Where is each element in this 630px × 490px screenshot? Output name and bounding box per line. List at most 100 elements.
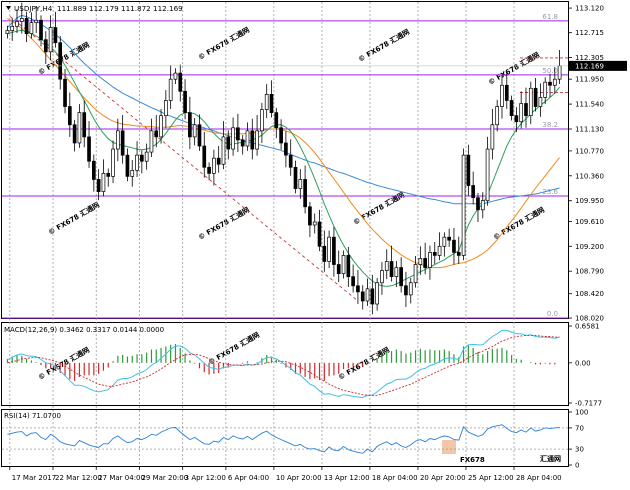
bull-candle-body <box>495 106 500 126</box>
time-tick-label: 13 Apr 12:00 <box>324 474 370 482</box>
price-tick-label: 108.790 <box>575 268 604 276</box>
bear-candle-body <box>140 154 144 162</box>
bull-candle-body <box>528 87 533 116</box>
bear-candle-body <box>423 258 427 268</box>
current-price-box <box>569 60 627 71</box>
bear-candle-body <box>356 285 360 293</box>
bull-candle-body <box>101 173 106 192</box>
rsi-tick-label: 70 <box>575 424 584 432</box>
candle <box>255 115 259 156</box>
candle <box>39 15 43 47</box>
bear-candle-body <box>317 221 322 247</box>
price-tick-label: 112.715 <box>575 29 604 37</box>
bear-candle-body <box>226 136 231 150</box>
bear-candle-body <box>63 78 67 107</box>
bear-candle-body <box>504 84 509 101</box>
candle <box>452 228 456 265</box>
symbol-dropdown-icon[interactable] <box>6 6 11 10</box>
candle <box>380 262 384 295</box>
vertical-gridlines <box>9 2 515 466</box>
bull-candle-body <box>428 252 432 268</box>
bull-candle-body <box>408 282 413 296</box>
candle <box>19 2 24 34</box>
price-tick-label: 111.130 <box>575 126 604 134</box>
candle <box>360 285 365 310</box>
bull-candle-body <box>168 78 173 101</box>
brand-watermark-cn: 汇通网 <box>540 454 561 463</box>
candle <box>154 115 159 148</box>
bear-candle-body <box>82 112 87 138</box>
time-tick-label: 22 Mar 12:00 <box>55 474 102 482</box>
candle <box>67 92 72 137</box>
bear-candle-body <box>188 112 192 138</box>
candle <box>432 242 437 264</box>
candle <box>298 169 303 199</box>
bear-candle-body <box>293 166 298 189</box>
macd-signal-line <box>7 334 560 396</box>
price-tick-label: 109.610 <box>575 218 604 226</box>
current-price-label: 112.169 <box>575 62 604 70</box>
brand-logo-icon <box>442 440 456 454</box>
candle <box>106 168 111 187</box>
candle <box>485 136 490 206</box>
candle <box>5 25 10 39</box>
bear-candle-body <box>514 115 519 123</box>
candle <box>192 118 197 146</box>
candle <box>461 148 466 261</box>
bear-candle-body <box>476 197 480 211</box>
candle <box>29 12 34 39</box>
candle <box>336 250 341 283</box>
bear-candle-body <box>72 124 77 144</box>
time-tick-label: 28 Apr 04:00 <box>516 474 562 482</box>
candle <box>231 117 235 156</box>
bull-candle-body <box>264 94 269 110</box>
bear-candle-body <box>67 106 72 126</box>
candle <box>476 192 480 222</box>
bull-candle-body <box>29 22 34 34</box>
candle <box>82 100 87 148</box>
bull-candle-body <box>442 236 447 247</box>
rsi-tick-label: 30 <box>575 446 584 454</box>
bear-candle-body <box>236 127 240 141</box>
candle <box>288 139 293 176</box>
bull-candle-body <box>312 221 317 226</box>
time-tick-label: 18 Apr 04:00 <box>372 474 418 482</box>
candle <box>269 80 274 118</box>
bear-candle-body <box>58 42 63 80</box>
bear-candle-body <box>202 145 207 168</box>
candle <box>111 140 115 184</box>
time-tick-label: 6 Apr 04:00 <box>228 474 269 482</box>
candle <box>552 67 557 94</box>
bear-candle-body <box>452 239 456 253</box>
macd-indicator: 0.6581 0.00 -0.7177 <box>6 323 602 408</box>
candle <box>543 77 548 105</box>
time-tick-label: 29 Mar 20:00 <box>141 474 188 482</box>
brand-watermark-text: FX678 <box>460 456 485 464</box>
bear-candle-body <box>466 154 471 186</box>
candle <box>207 162 211 181</box>
bear-candle-body <box>432 252 437 256</box>
macd-main-line <box>7 329 560 399</box>
candle <box>264 84 269 119</box>
bull-candle-body <box>341 255 346 274</box>
candle <box>528 81 533 125</box>
macd-tick-label: 0.6581 <box>575 323 600 331</box>
candle <box>533 77 538 112</box>
time-tick-label: 27 Mar 04:00 <box>98 474 145 482</box>
time-tick-label: 10 Apr 20:00 <box>276 474 322 482</box>
fib-level-label: 61.8 <box>542 13 558 21</box>
candle <box>101 159 106 197</box>
bull-candle-body <box>260 109 264 132</box>
candle <box>322 230 327 272</box>
bull-candle-body <box>500 84 504 107</box>
time-tick-label: 17 Mar 2017 <box>12 474 56 482</box>
price-tick-label: 109.200 <box>575 243 604 251</box>
candle <box>346 246 351 288</box>
bull-candle-body <box>519 103 524 123</box>
candle <box>423 242 427 275</box>
bull-candle-body <box>394 267 399 278</box>
bear-candle-body <box>43 39 48 53</box>
candle <box>428 245 432 280</box>
